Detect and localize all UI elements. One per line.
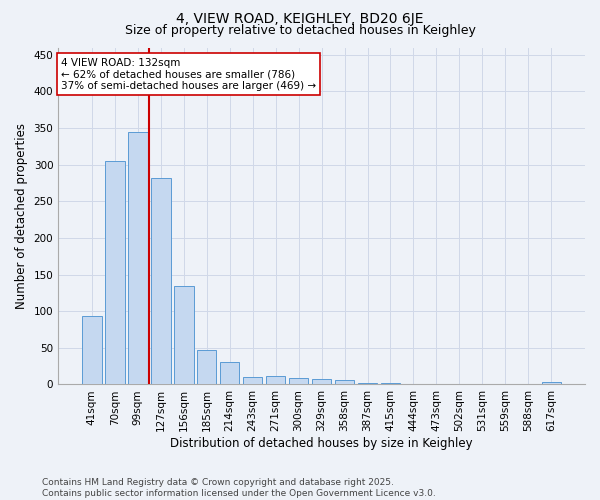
Text: Contains HM Land Registry data © Crown copyright and database right 2025.
Contai: Contains HM Land Registry data © Crown c… xyxy=(42,478,436,498)
Bar xyxy=(266,376,286,384)
Bar xyxy=(197,350,217,384)
X-axis label: Distribution of detached houses by size in Keighley: Distribution of detached houses by size … xyxy=(170,437,473,450)
Bar xyxy=(289,378,308,384)
Bar xyxy=(542,382,561,384)
Bar xyxy=(128,132,148,384)
Bar xyxy=(358,383,377,384)
Text: Size of property relative to detached houses in Keighley: Size of property relative to detached ho… xyxy=(125,24,475,37)
Bar xyxy=(220,362,239,384)
Y-axis label: Number of detached properties: Number of detached properties xyxy=(15,123,28,309)
Bar xyxy=(335,380,355,384)
Bar xyxy=(312,380,331,384)
Bar xyxy=(82,316,101,384)
Text: 4 VIEW ROAD: 132sqm
← 62% of detached houses are smaller (786)
37% of semi-detac: 4 VIEW ROAD: 132sqm ← 62% of detached ho… xyxy=(61,58,316,91)
Bar xyxy=(105,161,125,384)
Bar xyxy=(174,286,194,384)
Bar xyxy=(151,178,170,384)
Bar xyxy=(243,377,262,384)
Text: 4, VIEW ROAD, KEIGHLEY, BD20 6JE: 4, VIEW ROAD, KEIGHLEY, BD20 6JE xyxy=(176,12,424,26)
Bar xyxy=(381,383,400,384)
